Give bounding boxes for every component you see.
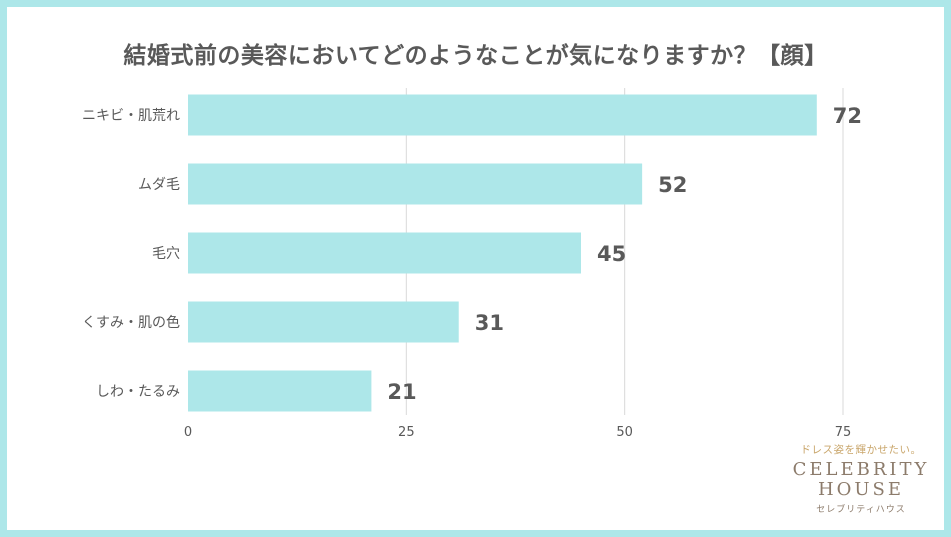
bar-1	[188, 163, 643, 205]
category-label-2: 毛穴	[152, 246, 180, 262]
category-label-3: くすみ・肌の色	[82, 314, 180, 331]
logo-brand-line2: HOUSE	[817, 479, 905, 500]
logo-brand-line1: CELEBRITY	[792, 459, 930, 480]
category-label-0: ニキビ・肌荒れ	[82, 108, 180, 124]
x-tick-label-2: 50	[616, 425, 633, 440]
x-tick-label-3: 75	[835, 425, 852, 440]
x-tick-label-0: 0	[184, 425, 192, 440]
category-label-1: ムダ毛	[138, 177, 180, 193]
value-label-4: 21	[387, 380, 416, 404]
logo-kana: セレブリティハウス	[816, 505, 906, 515]
category-label-4: しわ・たるみ	[96, 384, 180, 400]
x-tick-label-1: 25	[398, 425, 415, 440]
value-label-1: 52	[658, 173, 687, 197]
chart-title: 結婚式前の美容においてどのようなことが気になりますか？【顔】	[123, 43, 828, 69]
logo-tagline: ドレス姿を輝かせたい。	[800, 444, 922, 456]
value-label-0: 72	[833, 104, 862, 128]
bar-4	[188, 370, 372, 412]
bar-0	[188, 94, 817, 136]
bar-2	[188, 232, 581, 274]
brand-logo: ドレス姿を輝かせたい。 CELEBRITY HOUSE セレブリティハウス	[790, 442, 932, 515]
value-label-2: 45	[597, 242, 626, 266]
bar-3	[188, 301, 459, 343]
value-label-3: 31	[475, 311, 504, 335]
